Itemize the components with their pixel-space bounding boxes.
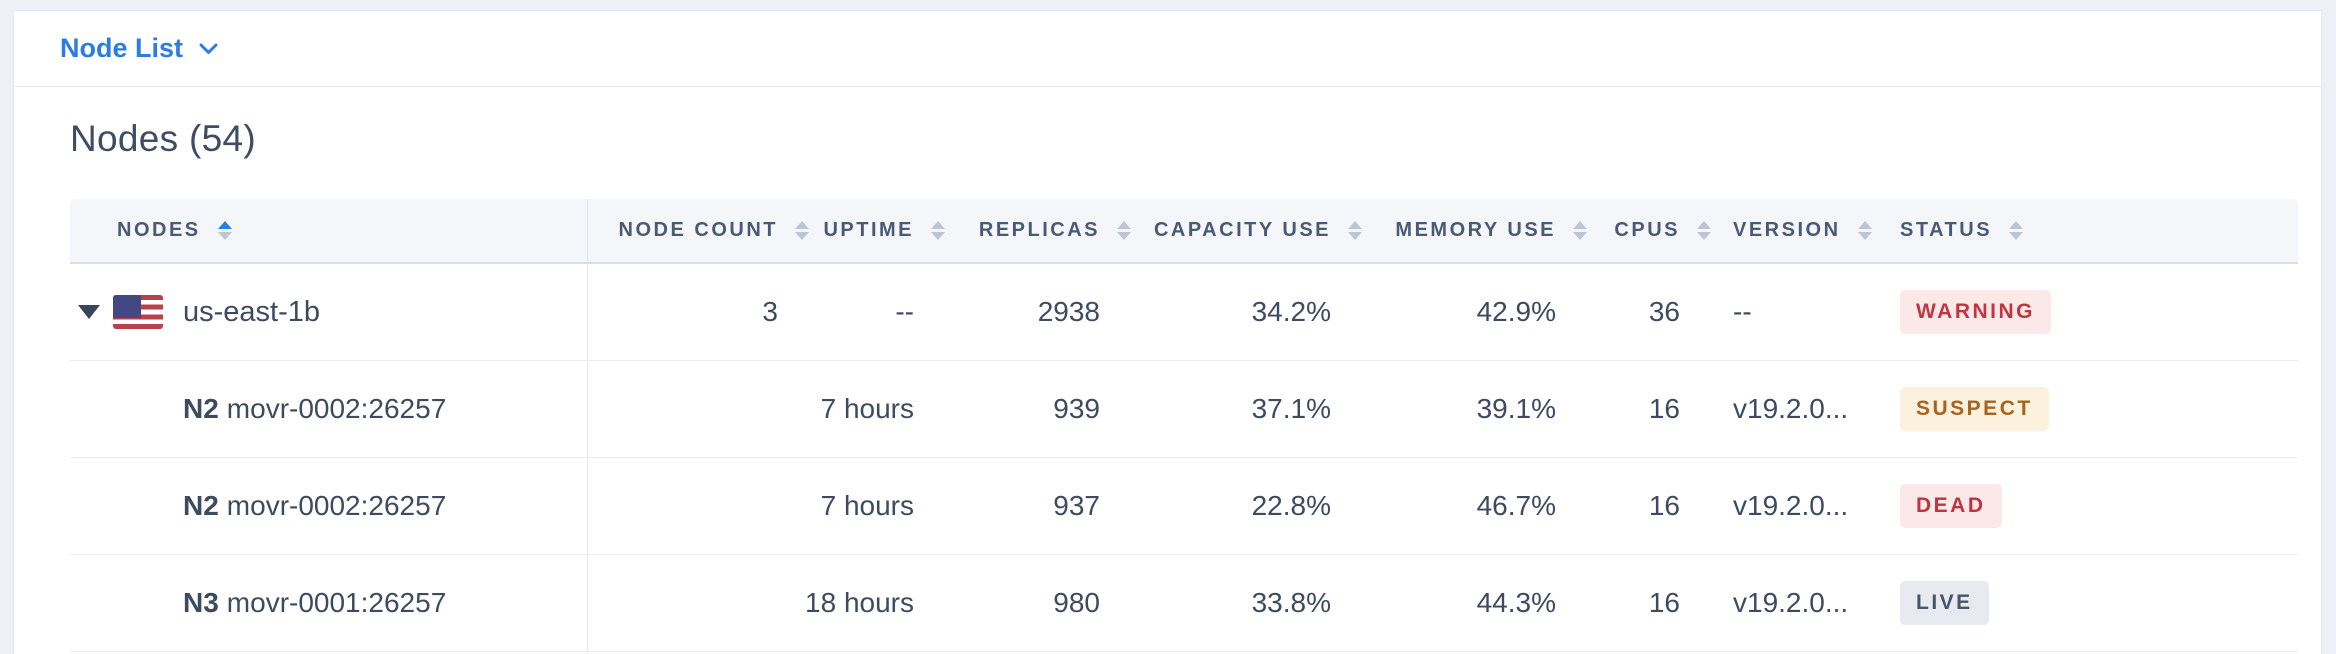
column-label: CAPACITY USE — [1153, 219, 1331, 241]
capacity-use-cell: 33.8% — [1251, 587, 1331, 618]
status-badge: WARNING — [1900, 290, 2051, 334]
sort-arrows-icon[interactable] — [792, 221, 812, 240]
column-header-nodes[interactable]: NODES — [70, 199, 588, 262]
version-cell: v19.2.0... — [1733, 393, 1849, 424]
region-name[interactable]: us-east-1b — [183, 295, 321, 328]
column-label: VERSION — [1733, 219, 1841, 241]
memory-use-cell: 46.7% — [1476, 490, 1556, 521]
node-address: movr-0001:26257 — [226, 587, 447, 618]
cpus-cell: 16 — [1648, 393, 1680, 424]
chevron-down-icon — [199, 43, 218, 54]
region-cell: us-east-1b — [70, 264, 588, 360]
sort-arrows-icon[interactable] — [1345, 221, 1365, 240]
column-header-version[interactable]: VERSION — [1714, 199, 1890, 262]
capacity-use-cell: 34.2% — [1251, 296, 1331, 327]
cpus-cell: 16 — [1648, 490, 1680, 521]
nodes-table: NODES NODE COUNT UPTIME REPLICAS — [70, 199, 2298, 652]
cpus-cell: 16 — [1648, 587, 1680, 618]
node-name-cell[interactable]: N2 movr-0002:26257 — [70, 458, 588, 554]
status-badge: SUSPECT — [1900, 387, 2049, 431]
memory-use-cell: 39.1% — [1476, 393, 1556, 424]
version-cell: v19.2.0... — [1733, 490, 1849, 521]
status-cell: LIVE — [1890, 555, 2298, 651]
node-name-cell[interactable]: N3 movr-0001:26257 — [70, 555, 588, 651]
replicas-cell: 980 — [1053, 587, 1100, 618]
column-label: UPTIME — [823, 219, 914, 241]
node-count-cell — [588, 458, 812, 554]
node-id: N2 — [183, 393, 219, 424]
column-header-capacity-use[interactable]: CAPACITY USE — [1134, 199, 1365, 262]
node-address: movr-0002:26257 — [226, 490, 447, 521]
column-header-cpus[interactable]: CPUS — [1590, 199, 1714, 262]
node-count-cell — [588, 361, 812, 457]
uptime-cell: -- — [895, 296, 914, 327]
node-name-cell[interactable]: N2 movr-0002:26257 — [70, 361, 588, 457]
page-title: Nodes (54) — [70, 118, 257, 159]
capacity-use-cell: 37.1% — [1251, 393, 1331, 424]
capacity-use-cell: 22.8% — [1251, 490, 1331, 521]
column-header-replicas[interactable]: REPLICAS — [948, 199, 1134, 262]
replicas-cell: 939 — [1053, 393, 1100, 424]
status-badge: DEAD — [1900, 484, 2002, 528]
status-badge: LIVE — [1900, 581, 1989, 625]
node-address: movr-0002:26257 — [226, 393, 447, 424]
column-label: CPUS — [1614, 219, 1680, 241]
column-label: NODES — [117, 219, 201, 241]
version-cell: v19.2.0... — [1733, 587, 1849, 618]
sort-arrows-icon[interactable] — [1570, 221, 1590, 240]
caret-down-icon[interactable] — [78, 305, 100, 319]
content-area: Nodes (54) NODES NODE COUNT UPTIME — [14, 87, 2321, 652]
sort-arrows-icon[interactable] — [1694, 221, 1714, 240]
us-flag-icon — [113, 295, 163, 329]
sort-arrows-icon[interactable] — [1855, 221, 1875, 240]
column-header-uptime[interactable]: UPTIME — [812, 199, 948, 262]
uptime-cell: 7 hours — [820, 490, 914, 521]
table-header-row: NODES NODE COUNT UPTIME REPLICAS — [70, 199, 2298, 264]
memory-use-cell: 42.9% — [1476, 296, 1556, 327]
memory-use-cell: 44.3% — [1476, 587, 1556, 618]
version-cell: -- — [1733, 296, 1752, 327]
node-id: N2 — [183, 490, 219, 521]
column-label: MEMORY USE — [1395, 219, 1556, 241]
node-row[interactable]: N2 movr-0002:26257 7 hours 937 22.8% 46.… — [70, 458, 2298, 555]
column-label: STATUS — [1900, 219, 1993, 241]
sort-arrows-icon[interactable] — [2006, 221, 2026, 240]
sort-arrows-icon[interactable] — [1114, 221, 1134, 240]
node-count-cell — [588, 555, 812, 651]
node-id: N3 — [183, 587, 219, 618]
cpus-cell: 36 — [1648, 296, 1680, 327]
uptime-cell: 18 hours — [805, 587, 914, 618]
column-label: REPLICAS — [978, 219, 1100, 241]
view-switcher-label[interactable]: Node List — [60, 33, 184, 63]
node-count-cell: 3 — [762, 296, 778, 327]
node-list-card: Node List Nodes (54) NODES NODE COUNT — [13, 10, 2322, 654]
view-switcher-dropdown[interactable]: Node List — [60, 33, 218, 64]
replicas-cell: 2938 — [1037, 296, 1100, 327]
view-switcher-bar: Node List — [14, 11, 2321, 87]
column-label: NODE COUNT — [618, 219, 778, 241]
uptime-cell: 7 hours — [820, 393, 914, 424]
status-cell: WARNING — [1890, 264, 2298, 360]
status-cell: SUSPECT — [1890, 361, 2298, 457]
node-row[interactable]: N3 movr-0001:26257 18 hours 980 33.8% 44… — [70, 555, 2298, 652]
column-header-status[interactable]: STATUS — [1890, 199, 2298, 262]
replicas-cell: 937 — [1053, 490, 1100, 521]
column-header-node-count[interactable]: NODE COUNT — [588, 199, 812, 262]
node-row[interactable]: N2 movr-0002:26257 7 hours 939 37.1% 39.… — [70, 361, 2298, 458]
sort-arrows-icon[interactable] — [215, 221, 235, 240]
region-group-row[interactable]: us-east-1b 3 -- 2938 34.2% 42.9% 36 -- W… — [70, 264, 2298, 361]
column-header-memory-use[interactable]: MEMORY USE — [1365, 199, 1590, 262]
status-cell: DEAD — [1890, 458, 2298, 554]
sort-arrows-icon[interactable] — [928, 221, 948, 240]
